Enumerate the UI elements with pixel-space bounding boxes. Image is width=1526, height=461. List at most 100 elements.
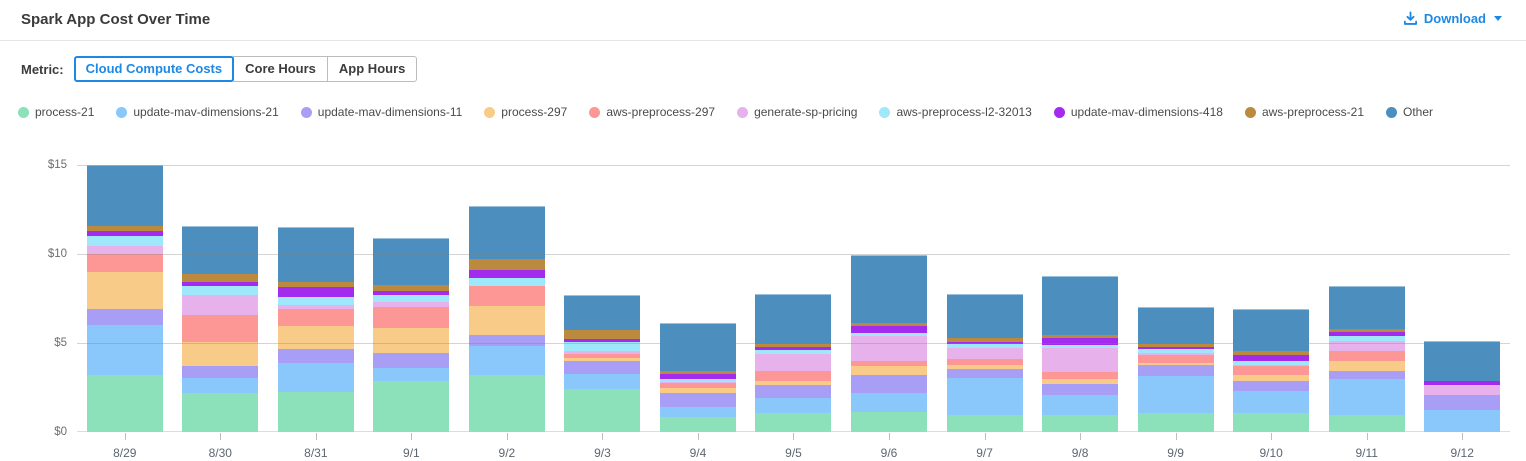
bar-segment-update-mav-dimensions-11[interactable] (1137, 364, 1214, 376)
bar-segment-update-mav-dimensions-418[interactable] (755, 346, 832, 351)
bar-segment-Other[interactable] (277, 227, 354, 282)
bar-segment-aws-preprocess-21[interactable] (86, 225, 163, 232)
bar-segment-update-mav-dimensions-11[interactable] (1042, 383, 1119, 395)
bar-segment-process-297[interactable] (1137, 362, 1214, 365)
bar-segment-process-21[interactable] (182, 392, 259, 432)
bar-segment-update-mav-dimensions-11[interactable] (659, 392, 736, 407)
bar-segment-Other[interactable] (1137, 307, 1214, 344)
bar-segment-aws-preprocess-l2-32013[interactable] (659, 379, 736, 382)
bar-segment-update-mav-dimensions-21[interactable] (1328, 379, 1405, 415)
legend-item-update-mav-dimensions-11[interactable]: update-mav-dimensions-11 (300, 105, 462, 119)
bar-segment-update-mav-dimensions-418[interactable] (1233, 354, 1310, 362)
legend-item-aws-preprocess-l2-32013[interactable]: aws-preprocess-l2-32013 (879, 105, 1032, 119)
bar-segment-generate-sp-pricing[interactable] (1233, 364, 1310, 366)
bar-segment-process-21[interactable] (1042, 414, 1119, 432)
bar-segment-process-21[interactable] (851, 412, 928, 432)
bar-segment-update-mav-dimensions-418[interactable] (468, 270, 545, 279)
bar-segment-Other[interactable] (946, 293, 1023, 339)
bar-segment-aws-preprocess-l2-32013[interactable] (1137, 349, 1214, 353)
bar-segment-update-mav-dimensions-11[interactable] (277, 348, 354, 363)
bar-segment-aws-preprocess-297[interactable] (659, 383, 736, 388)
bar-segment-process-297[interactable] (277, 326, 354, 349)
stacked-bar-8/31[interactable] (277, 227, 354, 432)
bar-segment-generate-sp-pricing[interactable] (373, 302, 450, 308)
metric-option-app-hours[interactable]: App Hours (326, 56, 418, 82)
stacked-bar-9/1[interactable] (373, 238, 450, 432)
bar-segment-Other[interactable] (1328, 286, 1405, 329)
bar-segment-process-21[interactable] (1137, 412, 1214, 432)
bar-segment-update-mav-dimensions-21[interactable] (659, 406, 736, 417)
bar-segment-process-297[interactable] (564, 357, 641, 362)
stacked-bar-9/9[interactable] (1137, 307, 1214, 432)
bar-segment-update-mav-dimensions-21[interactable] (946, 378, 1023, 415)
download-button[interactable]: Download (1403, 9, 1502, 28)
bar-segment-process-21[interactable] (946, 414, 1023, 432)
bar-segment-aws-preprocess-21[interactable] (1233, 351, 1310, 355)
bar-segment-update-mav-dimensions-21[interactable] (468, 346, 545, 376)
legend-item-aws-preprocess-21[interactable]: aws-preprocess-21 (1244, 105, 1364, 119)
bar-segment-aws-preprocess-21[interactable] (277, 281, 354, 288)
bar-segment-Other[interactable] (182, 226, 259, 274)
bar-segment-update-mav-dimensions-11[interactable] (755, 385, 832, 399)
bar-segment-update-mav-dimensions-11[interactable] (1233, 381, 1310, 392)
legend-item-process-297[interactable]: process-297 (484, 105, 567, 119)
bar-segment-process-21[interactable] (755, 412, 832, 432)
legend-item-update-mav-dimensions-418[interactable]: update-mav-dimensions-418 (1053, 105, 1223, 119)
bar-segment-aws-preprocess-l2-32013[interactable] (851, 332, 928, 337)
bar-segment-aws-preprocess-21[interactable] (946, 338, 1023, 342)
bar-segment-update-mav-dimensions-21[interactable] (564, 373, 641, 389)
bar-segment-generate-sp-pricing[interactable] (1137, 352, 1214, 355)
bar-segment-update-mav-dimensions-418[interactable] (659, 373, 736, 380)
bar-segment-aws-preprocess-l2-32013[interactable] (86, 236, 163, 247)
legend-item-process-21[interactable]: process-21 (18, 105, 94, 119)
bar-segment-Other[interactable] (468, 206, 545, 260)
legend-item-Other[interactable]: Other (1386, 105, 1433, 119)
bar-segment-aws-preprocess-21[interactable] (564, 330, 641, 340)
bar-segment-generate-sp-pricing[interactable] (564, 351, 641, 355)
bar-segment-update-mav-dimensions-11[interactable] (468, 335, 545, 347)
bar-segment-update-mav-dimensions-21[interactable] (86, 325, 163, 376)
bar-segment-update-mav-dimensions-418[interactable] (277, 287, 354, 298)
bar-segment-generate-sp-pricing[interactable] (755, 353, 832, 372)
bar-segment-process-21[interactable] (564, 388, 641, 432)
bar-segment-aws-preprocess-297[interactable] (755, 371, 832, 382)
bar-segment-process-297[interactable] (373, 328, 450, 353)
bar-segment-update-mav-dimensions-418[interactable] (851, 326, 928, 333)
bar-segment-aws-preprocess-297[interactable] (86, 254, 163, 272)
bar-segment-generate-sp-pricing[interactable] (946, 348, 1023, 359)
bar-segment-aws-preprocess-l2-32013[interactable] (277, 297, 354, 305)
bar-segment-process-297[interactable] (1042, 379, 1119, 384)
bar-segment-Other[interactable] (1042, 276, 1119, 335)
bar-segment-update-mav-dimensions-418[interactable] (1328, 332, 1405, 337)
bar-segment-aws-preprocess-297[interactable] (1137, 354, 1214, 363)
stacked-bar-8/29[interactable] (86, 165, 163, 432)
bar-segment-Other[interactable] (86, 165, 163, 226)
bar-segment-aws-preprocess-21[interactable] (659, 371, 736, 374)
stacked-bar-9/10[interactable] (1233, 309, 1310, 432)
bar-segment-aws-preprocess-297[interactable] (277, 308, 354, 327)
bar-segment-update-mav-dimensions-11[interactable] (182, 365, 259, 379)
bar-segment-process-297[interactable] (659, 387, 736, 393)
bar-segment-process-297[interactable] (755, 381, 832, 386)
metric-option-cloud-compute-costs[interactable]: Cloud Compute Costs (73, 56, 235, 82)
stacked-bar-9/6[interactable] (851, 254, 928, 432)
bar-segment-process-21[interactable] (373, 381, 450, 432)
bar-segment-aws-preprocess-21[interactable] (468, 259, 545, 271)
bar-segment-aws-preprocess-l2-32013[interactable] (182, 286, 259, 296)
bar-segment-generate-sp-pricing[interactable] (1042, 348, 1119, 373)
bar-segment-update-mav-dimensions-418[interactable] (373, 291, 450, 295)
bar-segment-aws-preprocess-297[interactable] (1328, 351, 1405, 362)
bar-segment-update-mav-dimensions-11[interactable] (1328, 371, 1405, 380)
bar-segment-generate-sp-pricing[interactable] (659, 381, 736, 384)
bar-segment-update-mav-dimensions-11[interactable] (373, 352, 450, 368)
bar-segment-generate-sp-pricing[interactable] (1424, 385, 1501, 395)
stacked-bar-9/8[interactable] (1042, 276, 1119, 432)
bar-segment-process-297[interactable] (946, 364, 1023, 370)
bar-segment-update-mav-dimensions-11[interactable] (946, 369, 1023, 379)
legend-item-update-mav-dimensions-21[interactable]: update-mav-dimensions-21 (116, 105, 279, 119)
bar-segment-update-mav-dimensions-21[interactable] (1042, 394, 1119, 415)
bar-segment-aws-preprocess-l2-32013[interactable] (1328, 336, 1405, 342)
bar-segment-update-mav-dimensions-21[interactable] (277, 362, 354, 392)
bar-segment-Other[interactable] (373, 238, 450, 285)
bar-segment-update-mav-dimensions-418[interactable] (1137, 346, 1214, 350)
